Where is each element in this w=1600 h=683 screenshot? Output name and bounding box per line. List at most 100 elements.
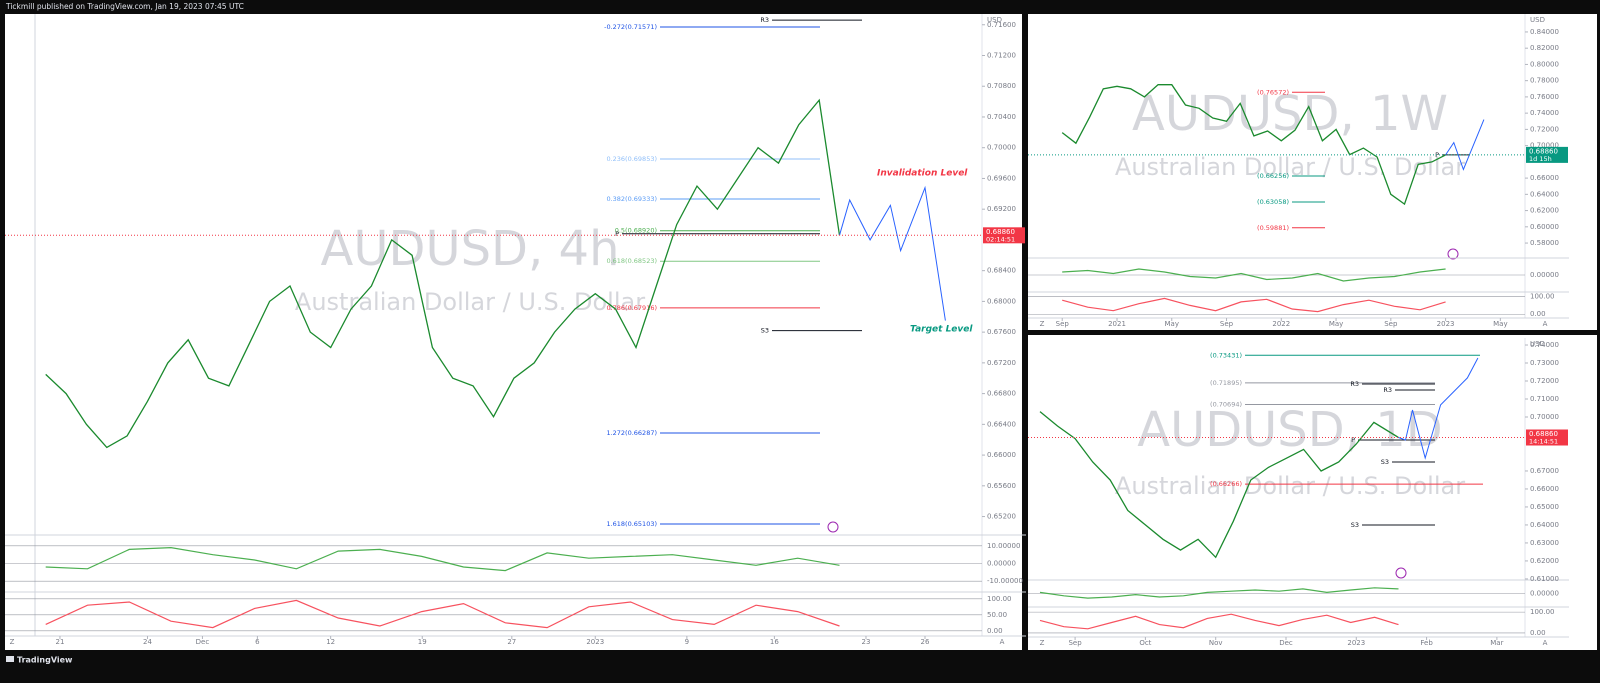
event-icon: [1447, 248, 1459, 260]
x-tick-label: 2021: [1108, 320, 1126, 328]
annotation: Invalidation Level: [877, 169, 968, 179]
x-tick-label: 23: [862, 638, 871, 646]
level-label: (0.63058): [1257, 198, 1289, 206]
level-label: (0.73431): [1210, 351, 1242, 359]
level-label: S3: [1381, 458, 1389, 466]
scale-button[interactable]: A: [1543, 639, 1548, 647]
y-tick-label: 0.73000: [1530, 359, 1559, 367]
indicator-tick-label: 50.00: [987, 611, 1007, 619]
indicator-tick-label: 10.00000: [987, 542, 1020, 550]
price-tag-countdown: 02:14:51: [986, 235, 1015, 243]
y-tick-label: 0.71600: [987, 21, 1016, 29]
y-tick-label: 0.66400: [987, 420, 1016, 428]
price-tag: [1526, 429, 1568, 446]
x-tick-label: Sep: [1068, 639, 1082, 647]
level-label: P: [1351, 436, 1355, 444]
x-tick-label: May: [1329, 320, 1343, 328]
level-label: 1.618(0.65103): [606, 520, 657, 528]
price-tag-countdown: 1d 15h: [1529, 155, 1552, 163]
level-label: (0.66256): [1257, 172, 1289, 180]
x-tick-label: 19: [418, 638, 427, 646]
price-line: [1061, 84, 1446, 206]
y-tick-label: 0.70400: [987, 113, 1016, 121]
y-tick-label: 0.61000: [1530, 575, 1559, 583]
y-tick-label: 0.66000: [1530, 485, 1559, 493]
price-tag: [983, 227, 1025, 244]
x-tick-label: Nov: [1209, 639, 1223, 647]
y-tick-label: 0.64000: [1530, 521, 1559, 529]
y-tick-label: 0.78000: [1530, 77, 1559, 85]
y-tick-label: 0.58000: [1530, 239, 1559, 247]
logo-mark: [6, 656, 14, 662]
scale-button[interactable]: Z: [1040, 639, 1045, 647]
x-tick-label: 12: [326, 638, 335, 646]
annotation: Target Level: [910, 325, 973, 335]
x-tick-label: Oct: [1139, 639, 1151, 647]
x-tick-label: 24: [143, 638, 152, 646]
scale-button[interactable]: Z: [1040, 320, 1045, 328]
y-tick-label: 0.72000: [1530, 377, 1559, 385]
level-label: (0.66266): [1210, 480, 1242, 488]
level-label: 1.272(0.66287): [606, 429, 657, 437]
y-tick-label: 0.72000: [1530, 125, 1559, 133]
x-tick-label: 26: [921, 638, 930, 646]
level-label: R3: [1383, 386, 1392, 394]
y-tick-label: 0.67200: [987, 359, 1016, 367]
y-tick-label: 0.69200: [987, 205, 1016, 213]
panel-1d: [1028, 335, 1597, 650]
y-tick-label: 0.65000: [1530, 503, 1559, 511]
price-line: [1039, 411, 1399, 559]
level-label: (0.71895): [1210, 379, 1242, 387]
indicator-tick-label: 0.00: [987, 627, 1003, 635]
y-tick-label: 0.69600: [987, 174, 1016, 182]
level-label: (0.70694): [1210, 401, 1242, 409]
projection-path: [1445, 119, 1485, 171]
y-tick-label: 0.66800: [987, 390, 1016, 398]
y-tick-label: 0.65600: [987, 482, 1016, 490]
x-tick-label: 9: [685, 638, 689, 646]
x-tick-label: Sep: [1056, 320, 1070, 328]
x-tick-label: 2022: [1272, 320, 1290, 328]
level-label: 0.786(0.67916): [606, 304, 657, 312]
x-tick-label: 2023: [1347, 639, 1365, 647]
x-tick-label: 2023: [586, 638, 604, 646]
y-tick-label: 0.70000: [987, 144, 1016, 152]
oscillator-line: [45, 546, 840, 572]
level-label: S3: [1351, 521, 1359, 529]
y-tick-label: 0.82000: [1530, 44, 1559, 52]
x-tick-label: Dec: [1279, 639, 1293, 647]
scale-button[interactable]: A: [1000, 638, 1005, 646]
y-tick-label: 0.66000: [987, 451, 1016, 459]
x-tick-label: 27: [507, 638, 516, 646]
brand: TradingView: [17, 656, 73, 665]
stochastic-line: [45, 599, 840, 629]
level-label: R3: [760, 16, 769, 24]
y-tick-label: 0.70000: [1530, 142, 1559, 150]
scale-button[interactable]: A: [1543, 320, 1548, 328]
x-tick-label: 21: [55, 638, 64, 646]
level-label: 0.618(0.68523): [606, 257, 657, 265]
stochastic-line: [1039, 613, 1399, 630]
level-label: 0.236(0.69853): [606, 155, 657, 163]
x-tick-label: Dec: [196, 638, 210, 646]
x-tick-label: Sep: [1384, 320, 1398, 328]
y-tick-label: 0.70000: [1530, 413, 1559, 421]
price-tag-countdown: 14:14:51: [1529, 437, 1558, 445]
scale-button[interactable]: Z: [10, 638, 15, 646]
y-tick-label: 0.84000: [1530, 28, 1559, 36]
level-label: R3: [1350, 380, 1359, 388]
x-tick-label: Feb: [1420, 639, 1433, 647]
y-tick-label: 0.65200: [987, 513, 1016, 521]
level-label: P: [615, 230, 619, 238]
logo: TradingView: [6, 656, 73, 665]
y-tick-label: 0.67600: [987, 328, 1016, 336]
level-label: 0.382(0.69333): [606, 195, 657, 203]
stochastic-line: [1062, 297, 1446, 313]
projection-path: [1398, 357, 1479, 460]
watermark-symbol: AUDUSD, 1D: [1137, 402, 1443, 458]
y-tick-label: 0.76000: [1530, 93, 1559, 101]
price-tag-value: 0.68860: [1529, 430, 1558, 438]
indicator-tick-label: 0.00000: [1530, 271, 1559, 279]
